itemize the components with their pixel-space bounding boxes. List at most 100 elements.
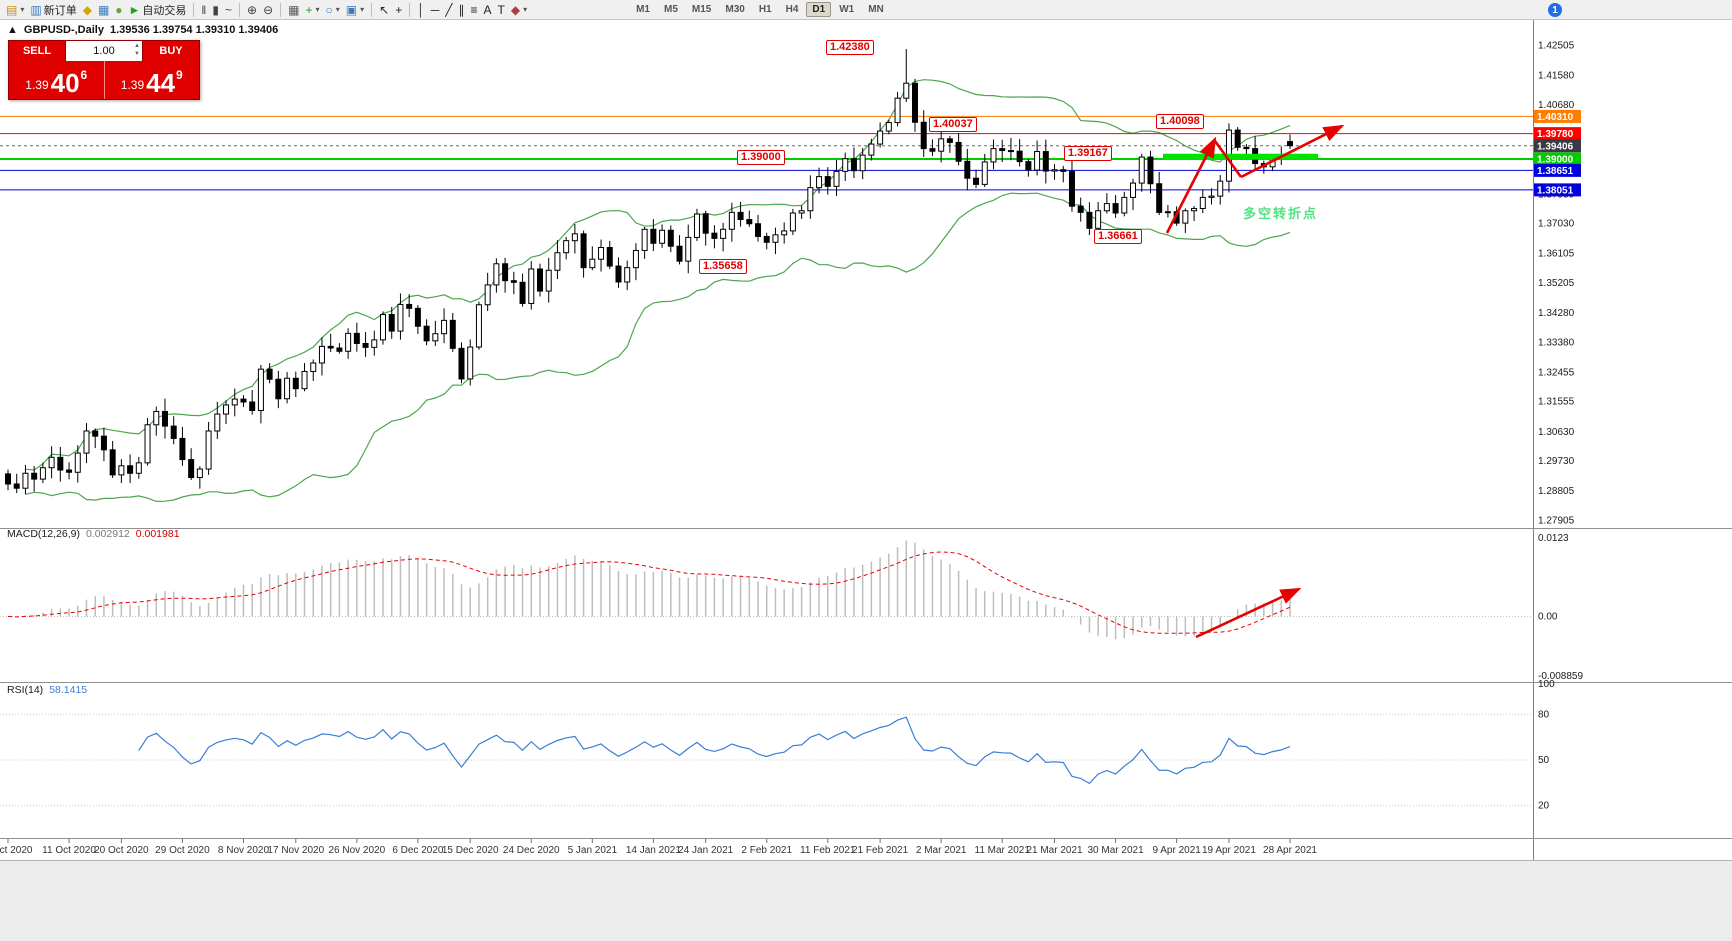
cursor-icon[interactable]: ↖: [376, 1, 392, 19]
timeframe-h4[interactable]: H4: [785, 4, 799, 15]
svg-text:21 Feb 2021: 21 Feb 2021: [852, 845, 909, 856]
ohlc-values: 1.39536 1.39754 1.39310 1.39406: [109, 24, 279, 36]
line-chart-icon[interactable]: ~: [222, 1, 235, 19]
new-order-button-icon: ▥: [30, 2, 42, 17]
svg-text:1.28805: 1.28805: [1538, 486, 1575, 497]
line-chart-icon: ~: [225, 2, 233, 17]
dropdown-arrow-icon: ▾: [523, 5, 528, 14]
equidistant-channel-icon: ∥: [458, 2, 465, 17]
volume-field[interactable]: 1.00 ▲ ▼: [65, 41, 143, 61]
timeframe-m5[interactable]: M5: [664, 4, 678, 15]
svg-text:30 Mar 2021: 30 Mar 2021: [1088, 845, 1145, 856]
volume-up-icon[interactable]: ▲: [134, 43, 140, 49]
equidistant-channel-icon[interactable]: ∥: [455, 1, 467, 19]
autotrading-button[interactable]: ► 自动交易: [126, 1, 190, 19]
templates-icon[interactable]: ▣ ▾: [343, 1, 367, 19]
volume-spinner[interactable]: ▲ ▼: [134, 42, 140, 58]
macd-signal-value: 0.001981: [135, 528, 180, 540]
navigator-icon[interactable]: ●: [112, 1, 125, 19]
trendline-icon[interactable]: ╱: [442, 1, 455, 19]
svg-text:11 Feb 2021: 11 Feb 2021: [800, 845, 856, 856]
timeframe-mn[interactable]: MN: [868, 4, 884, 15]
buy-price-button[interactable]: 1.39 44 9: [104, 61, 199, 99]
price-tag: [1534, 163, 1581, 177]
candlestick-chart-icon: ▮: [212, 2, 219, 17]
svg-text:2 Feb 2021: 2 Feb 2021: [741, 845, 792, 856]
periods-icon: ○: [325, 2, 333, 17]
svg-text:100: 100: [1538, 679, 1555, 690]
timeframe-w1[interactable]: W1: [839, 4, 855, 15]
new-chart-button[interactable]: ▤ ▾: [3, 1, 27, 19]
timeframe-group: M1 M5 M15 M30 H1 H4 D1 W1 MN: [630, 2, 890, 17]
timeframe-m30[interactable]: M30: [725, 4, 745, 15]
text-label-icon[interactable]: T: [495, 1, 508, 19]
arrows-dropdown-icon: ◆: [510, 2, 521, 17]
zoom-out-icon[interactable]: ⊖: [260, 1, 276, 19]
svg-text:1.33380: 1.33380: [1538, 337, 1575, 348]
sell-button[interactable]: SELL: [9, 41, 65, 61]
new-chart-button-icon: ▤: [6, 2, 18, 17]
volume-down-icon[interactable]: ▼: [134, 51, 140, 57]
crosshair-icon[interactable]: +: [392, 1, 405, 19]
text-icon[interactable]: A: [480, 1, 494, 19]
fibonacci-icon[interactable]: ≡: [467, 1, 480, 19]
tile-windows-icon: ▦: [288, 2, 300, 17]
arrows-dropdown-icon[interactable]: ◆ ▾: [508, 1, 530, 19]
svg-text:21 Mar 2021: 21 Mar 2021: [1026, 845, 1083, 856]
bar-chart-icon[interactable]: ‖: [198, 1, 209, 19]
svg-text:1.36105: 1.36105: [1538, 249, 1575, 260]
notification-badge[interactable]: 1: [1548, 3, 1562, 17]
toolbar-separator: [193, 2, 195, 17]
metaeditor-icon[interactable]: ◆: [80, 1, 95, 19]
rsi-label: RSI(14) 58.1415: [7, 684, 93, 696]
svg-text:17 Nov 2020: 17 Nov 2020: [267, 845, 324, 856]
cursor-icon: ↖: [379, 2, 390, 17]
buy-button[interactable]: BUY: [143, 41, 199, 61]
timeframe-h1[interactable]: H1: [758, 4, 772, 15]
volume-value: 1.00: [93, 45, 115, 57]
market-watch-icon[interactable]: ▦: [95, 1, 112, 19]
chart-area[interactable]: 1.425051.415801.406801.397551.388551.379…: [0, 20, 1732, 941]
vertical-line-icon[interactable]: │: [414, 1, 428, 19]
price-axis[interactable]: 1.425051.415801.406801.397551.388551.379…: [1534, 41, 1581, 527]
svg-text:1.30630: 1.30630: [1538, 427, 1575, 438]
rsi-name: RSI(14): [7, 684, 44, 696]
periods-icon[interactable]: ○ ▾: [323, 1, 343, 19]
zoom-in-icon[interactable]: ⊕: [244, 1, 260, 19]
sell-price-button[interactable]: 1.39 40 6: [9, 61, 105, 99]
timeframe-m1[interactable]: M1: [636, 4, 650, 15]
rsi-indicator: 100 80 50 20: [0, 679, 1555, 812]
svg-text:11 Mar 2021: 11 Mar 2021: [975, 845, 1031, 856]
navigator-icon: ●: [115, 2, 123, 17]
symbol-info-line: ▲ GBPUSD-,Daily 1.39536 1.39754 1.39310 1.…: [7, 24, 284, 36]
market-watch-icon: ▦: [97, 2, 110, 17]
svg-text:24 Jan 2021: 24 Jan 2021: [678, 845, 733, 856]
rsi-value: 58.1415: [49, 684, 88, 696]
macd-main-value: 0.002912: [85, 528, 130, 540]
new-order-button-label: 新订单: [43, 4, 77, 17]
svg-text:1 Oct 2020: 1 Oct 2020: [0, 845, 33, 856]
tile-windows-icon[interactable]: ▦: [285, 1, 302, 19]
crosshair-icon: +: [395, 2, 403, 17]
chart-canvas[interactable]: 1.425051.415801.406801.397551.388551.379…: [0, 20, 1732, 941]
candlestick-chart-icon[interactable]: ▮: [209, 1, 222, 19]
svg-text:26 Nov 2020: 26 Nov 2020: [328, 845, 385, 856]
svg-text:2 Mar 2021: 2 Mar 2021: [916, 845, 967, 856]
svg-text:8 Nov 2020: 8 Nov 2020: [218, 845, 270, 856]
svg-text:14 Jan 2021: 14 Jan 2021: [626, 845, 681, 856]
timeframe-d1[interactable]: D1: [806, 2, 832, 17]
toolbar-separator: [280, 2, 282, 17]
svg-text:1.40310: 1.40310: [1537, 112, 1574, 123]
svg-text:1.31555: 1.31555: [1538, 397, 1575, 408]
svg-text:28 Apr 2021: 28 Apr 2021: [1263, 845, 1317, 856]
timeframe-m15[interactable]: M15: [691, 4, 712, 15]
price-tag: [1534, 139, 1581, 153]
svg-text:11 Oct 2020: 11 Oct 2020: [42, 845, 96, 856]
svg-text:20: 20: [1538, 801, 1550, 812]
svg-text:29 Oct 2020: 29 Oct 2020: [155, 845, 210, 856]
trend-arrows[interactable]: [1165, 124, 1345, 639]
new-order-button[interactable]: ▥ 新订单: [27, 1, 79, 19]
horizontal-line-icon[interactable]: ─: [428, 1, 443, 19]
indicators-icon[interactable]: + ▾: [302, 1, 322, 19]
